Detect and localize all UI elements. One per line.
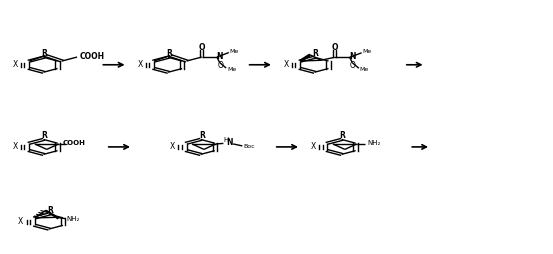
Text: O: O — [331, 43, 338, 52]
Text: Me: Me — [362, 49, 372, 54]
Text: R: R — [312, 49, 319, 58]
Text: R: R — [41, 131, 48, 140]
Text: NH₂: NH₂ — [367, 140, 381, 146]
Text: O: O — [217, 60, 223, 70]
Text: R: R — [47, 206, 53, 215]
Text: COOH: COOH — [80, 52, 105, 61]
Text: X: X — [170, 142, 175, 151]
Text: X: X — [13, 142, 18, 151]
Text: Me: Me — [227, 67, 236, 72]
Text: R: R — [41, 49, 48, 58]
Text: O: O — [350, 61, 356, 70]
Polygon shape — [46, 210, 58, 219]
Text: X: X — [284, 60, 289, 69]
Text: NH₂: NH₂ — [66, 216, 80, 222]
Text: X: X — [18, 217, 23, 226]
Text: Me: Me — [229, 49, 239, 54]
Text: O: O — [199, 43, 205, 52]
Text: X: X — [137, 60, 143, 69]
Text: Me: Me — [359, 67, 369, 72]
Text: COOH: COOH — [62, 140, 85, 146]
Text: R: R — [199, 131, 205, 140]
Text: N: N — [227, 138, 233, 147]
Text: R: R — [166, 49, 172, 58]
Text: Boc: Boc — [244, 144, 255, 149]
Text: H: H — [223, 137, 229, 144]
Text: X: X — [311, 142, 316, 151]
Text: R: R — [340, 131, 346, 140]
Text: N: N — [216, 52, 223, 61]
Text: N: N — [349, 52, 356, 61]
Text: X: X — [13, 60, 18, 69]
